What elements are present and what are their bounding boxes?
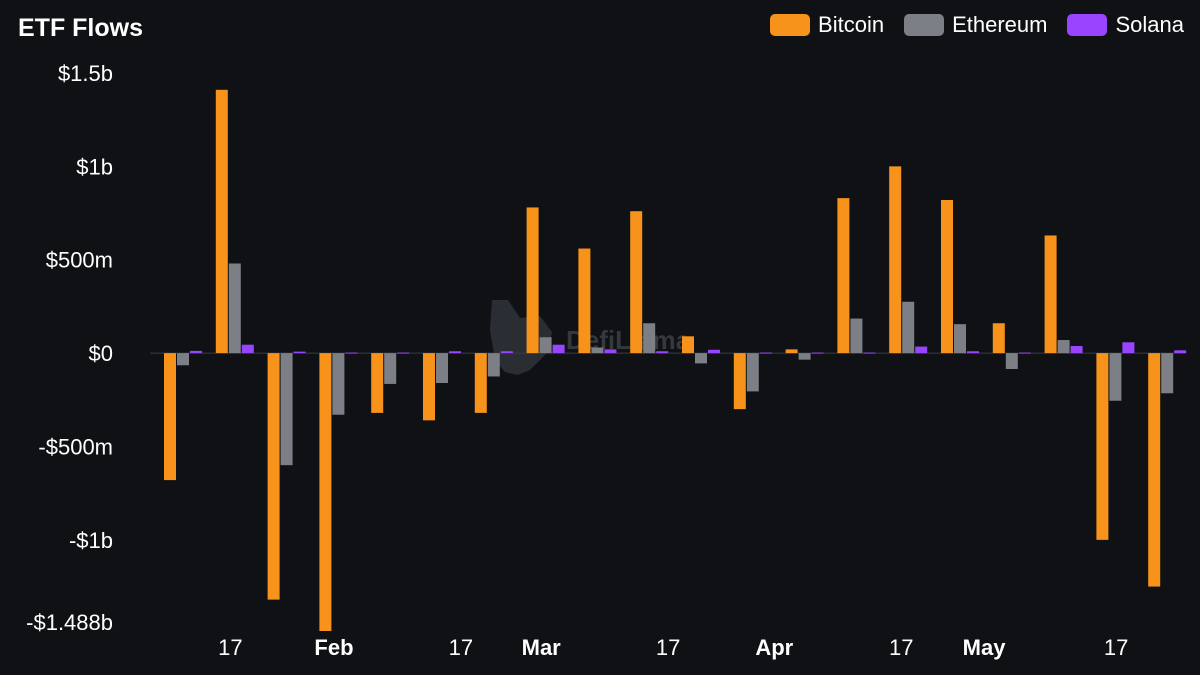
x-tick-label: 17 bbox=[1104, 635, 1128, 660]
bar-bitcoin-2[interactable] bbox=[215, 89, 228, 354]
x-tick-label: Feb bbox=[314, 635, 353, 660]
bar-ethereum-1[interactable] bbox=[177, 353, 189, 366]
bar-bitcoin-3[interactable] bbox=[267, 353, 280, 600]
bar-solana-13[interactable] bbox=[811, 352, 824, 354]
bar-bitcoin-12[interactable] bbox=[733, 353, 746, 410]
bar-solana-10[interactable] bbox=[656, 351, 669, 354]
bar-solana-4[interactable] bbox=[345, 352, 358, 354]
legend-item-solana[interactable]: Solana bbox=[1067, 12, 1184, 38]
bar-ethereum-4[interactable] bbox=[332, 353, 345, 415]
bar-bitcoin-8[interactable] bbox=[526, 207, 539, 354]
defillama-watermark: DefiLlama bbox=[490, 300, 691, 375]
bar-ethereum-20[interactable] bbox=[1161, 353, 1174, 394]
bar-bitcoin-20[interactable] bbox=[1148, 353, 1161, 587]
bar-ethereum-10[interactable] bbox=[643, 323, 656, 354]
bar-solana-1[interactable] bbox=[190, 350, 202, 354]
legend-swatch-bitcoin bbox=[770, 14, 811, 36]
legend-label-solana: Solana bbox=[1115, 12, 1184, 37]
bar-bitcoin-14[interactable] bbox=[837, 198, 850, 354]
bar-ethereum-17[interactable] bbox=[1005, 353, 1018, 369]
bar-bitcoin-17[interactable] bbox=[992, 323, 1005, 354]
legend-label-ethereum: Ethereum bbox=[952, 12, 1048, 37]
legend-swatch-solana bbox=[1067, 14, 1108, 36]
bar-bitcoin-11[interactable] bbox=[682, 336, 694, 354]
bar-bitcoin-10[interactable] bbox=[630, 211, 643, 354]
bar-solana-9[interactable] bbox=[604, 349, 617, 354]
y-tick-label: -$1.488b bbox=[26, 610, 113, 635]
bar-ethereum-7[interactable] bbox=[487, 353, 500, 377]
bar-ethereum-11[interactable] bbox=[695, 353, 707, 364]
x-tick-label: Mar bbox=[522, 635, 562, 660]
legend-label-bitcoin: Bitcoin bbox=[818, 12, 885, 37]
bar-bitcoin-6[interactable] bbox=[423, 353, 435, 421]
bar-ethereum-3[interactable] bbox=[280, 353, 293, 466]
bar-ethereum-14[interactable] bbox=[850, 318, 863, 354]
bar-solana-17[interactable] bbox=[1018, 352, 1031, 354]
legend-swatch-ethereum bbox=[904, 14, 945, 36]
legend-item-ethereum[interactable]: Ethereum bbox=[904, 12, 1047, 38]
bar-ethereum-19[interactable] bbox=[1109, 353, 1122, 401]
bar-bitcoin-18[interactable] bbox=[1044, 235, 1057, 354]
x-tick-label: 17 bbox=[449, 635, 473, 660]
bar-bitcoin-4[interactable] bbox=[319, 353, 332, 631]
bar-bitcoin-1[interactable] bbox=[164, 353, 176, 481]
bar-solana-11[interactable] bbox=[708, 349, 720, 354]
bar-solana-2[interactable] bbox=[241, 344, 254, 354]
bar-bitcoin-5[interactable] bbox=[371, 353, 384, 413]
bar-bitcoin-15[interactable] bbox=[889, 166, 902, 354]
chart-legend: Bitcoin Ethereum Solana bbox=[750, 12, 1184, 38]
y-tick-label: $1.5b bbox=[58, 61, 113, 86]
x-tick-label: May bbox=[963, 635, 1007, 660]
bar-solana-7[interactable] bbox=[500, 351, 513, 354]
bar-bitcoin-9[interactable] bbox=[578, 248, 591, 354]
bar-ethereum-8[interactable] bbox=[539, 337, 552, 354]
bar-solana-14[interactable] bbox=[863, 352, 876, 354]
bar-bitcoin-7[interactable] bbox=[474, 353, 487, 413]
bar-ethereum-12[interactable] bbox=[746, 353, 759, 392]
bar-solana-20[interactable] bbox=[1174, 350, 1187, 354]
bar-solana-16[interactable] bbox=[967, 351, 979, 354]
legend-item-bitcoin[interactable]: Bitcoin bbox=[770, 12, 884, 38]
bar-ethereum-6[interactable] bbox=[436, 353, 448, 383]
bar-ethereum-13[interactable] bbox=[798, 353, 811, 360]
bar-solana-15[interactable] bbox=[915, 346, 928, 354]
bar-solana-18[interactable] bbox=[1070, 346, 1083, 354]
bar-solana-12[interactable] bbox=[759, 352, 772, 354]
y-tick-label: -$500m bbox=[38, 434, 113, 459]
bar-ethereum-15[interactable] bbox=[902, 301, 915, 354]
y-tick-label: $1b bbox=[76, 154, 113, 179]
x-tick-label: 17 bbox=[218, 635, 242, 660]
bar-bitcoin-13[interactable] bbox=[785, 349, 798, 354]
bar-bitcoin-16[interactable] bbox=[941, 199, 953, 354]
y-tick-label: $500m bbox=[46, 248, 113, 273]
bar-ethereum-2[interactable] bbox=[228, 263, 241, 354]
bar-solana-3[interactable] bbox=[293, 351, 306, 354]
bar-solana-5[interactable] bbox=[397, 352, 410, 354]
y-tick-label: -$1b bbox=[69, 528, 113, 553]
y-tick-label: $0 bbox=[89, 341, 113, 366]
x-tick-label: Apr bbox=[755, 635, 793, 660]
bar-ethereum-18[interactable] bbox=[1057, 340, 1070, 354]
bar-solana-19[interactable] bbox=[1122, 342, 1135, 354]
x-tick-label: 17 bbox=[889, 635, 913, 660]
bar-solana-6[interactable] bbox=[449, 351, 461, 354]
bar-ethereum-9[interactable] bbox=[591, 347, 604, 354]
bar-solana-8[interactable] bbox=[552, 344, 565, 354]
chart-title: ETF Flows bbox=[18, 14, 143, 42]
x-tick-label: 17 bbox=[656, 635, 680, 660]
bar-ethereum-5[interactable] bbox=[384, 353, 397, 384]
bar-bitcoin-19[interactable] bbox=[1096, 353, 1109, 540]
bar-ethereum-16[interactable] bbox=[954, 324, 966, 354]
